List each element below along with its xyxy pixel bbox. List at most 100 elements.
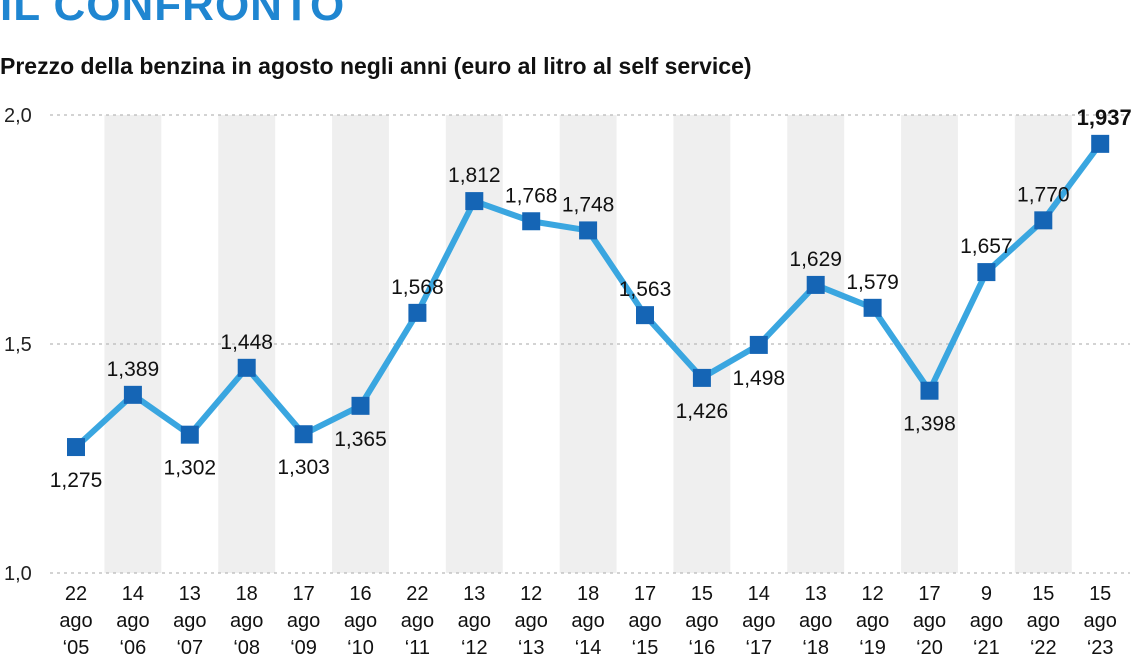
data-label: 1,563 [619, 278, 672, 301]
data-label: 1,568 [391, 276, 444, 299]
data-point-marker [351, 396, 370, 415]
data-label: 1,275 [50, 469, 103, 492]
data-point-marker [294, 425, 313, 444]
x-label-year: ‘14 [575, 637, 602, 659]
x-label-year: ‘19 [859, 637, 886, 659]
x-label-year: ‘22 [1030, 637, 1057, 659]
x-label-month: ago [913, 610, 946, 632]
x-label-year: ‘16 [689, 637, 716, 659]
data-point-marker [465, 192, 484, 211]
x-label-day: 16 [349, 583, 371, 605]
x-label-year: ‘13 [518, 637, 545, 659]
data-point-marker [579, 221, 598, 240]
x-label-day: 9 [981, 583, 992, 605]
data-label: 1,770 [1017, 183, 1070, 206]
x-label-month: ago [401, 610, 434, 632]
data-label: 1,448 [220, 331, 273, 354]
x-label-day: 12 [520, 583, 542, 605]
x-label-year: ‘09 [290, 637, 317, 659]
data-label: 1,398 [903, 413, 956, 436]
x-label-month: ago [628, 610, 661, 632]
x-label-day: 12 [861, 583, 883, 605]
x-label-day: 17 [292, 583, 314, 605]
x-label-year: ‘20 [916, 637, 943, 659]
data-point-marker [977, 263, 996, 282]
x-label-month: ago [571, 610, 604, 632]
data-point-marker [408, 303, 427, 322]
data-label: 1,498 [733, 367, 786, 390]
x-label-month: ago [230, 610, 263, 632]
x-label-year: ‘23 [1087, 637, 1114, 659]
y-axis-ticks: 1,0 1,5 2,0 [4, 105, 32, 585]
gridlines [50, 114, 1130, 574]
x-label-year: ‘10 [347, 637, 374, 659]
x-label-year: ‘15 [632, 637, 659, 659]
x-label-month: ago [970, 610, 1003, 632]
x-label-month: ago [742, 610, 775, 632]
x-label-month: ago [856, 610, 889, 632]
x-label-day: 14 [748, 583, 770, 605]
x-label-day: 17 [634, 583, 656, 605]
data-label: 1,389 [107, 358, 160, 381]
data-label: 1,657 [960, 235, 1013, 258]
x-label-year: ‘11 [405, 637, 430, 659]
x-label-month: ago [458, 610, 491, 632]
data-label: 1,768 [505, 184, 558, 207]
y-tick-label: 2,0 [4, 105, 32, 127]
data-label: 1,426 [676, 400, 729, 423]
data-point-marker [123, 385, 142, 404]
x-label-day: 13 [179, 583, 201, 605]
x-label-day: 15 [1089, 583, 1111, 605]
x-label-year: ‘08 [233, 637, 260, 659]
data-point-marker [806, 275, 825, 294]
y-tick-label: 1,5 [4, 334, 32, 356]
x-label-day: 18 [577, 583, 599, 605]
x-label-day: 15 [691, 583, 713, 605]
y-tick-label: 1,0 [4, 563, 32, 585]
x-label-day: 22 [406, 583, 428, 605]
x-label-month: ago [799, 610, 832, 632]
data-label: 1,748 [562, 193, 615, 216]
x-label-month: ago [1084, 610, 1117, 632]
data-point-marker [749, 335, 768, 354]
x-label-year: ‘18 [802, 637, 829, 659]
x-label-day: 14 [122, 583, 144, 605]
x-label-day: 13 [805, 583, 827, 605]
x-label-day: 15 [1032, 583, 1054, 605]
data-point-marker [920, 381, 939, 400]
x-label-year: ‘17 [745, 637, 772, 659]
data-point-marker [863, 298, 882, 317]
data-label: 1,937 [1077, 105, 1132, 130]
x-label-month: ago [59, 610, 92, 632]
x-label-year: ‘06 [120, 637, 147, 659]
x-label-day: 13 [463, 583, 485, 605]
x-label-day: 18 [236, 583, 258, 605]
data-point-marker [522, 212, 541, 231]
x-label-month: ago [515, 610, 548, 632]
x-axis-labels: 22 ago ‘05 14 ago ‘06 13 ago ‘07 18 ago ‘08 17 ago ‘09… [59, 583, 1117, 659]
x-label-month: ago [685, 610, 718, 632]
data-label: 1,303 [277, 456, 330, 479]
data-label: 1,302 [164, 457, 217, 480]
data-label: 1,579 [846, 271, 899, 294]
column-band [104, 115, 162, 573]
x-label-month: ago [1027, 610, 1060, 632]
data-point-marker [692, 368, 711, 387]
x-label-day: 22 [65, 583, 87, 605]
data-label: 1,365 [334, 428, 387, 451]
x-label-day: 17 [918, 583, 940, 605]
data-point-marker [180, 425, 199, 444]
x-label-year: ‘07 [176, 637, 203, 659]
x-label-month: ago [287, 610, 320, 632]
data-point-marker [67, 438, 85, 457]
x-label-month: ago [173, 610, 206, 632]
data-label: 1,812 [448, 164, 501, 187]
data-label: 1,629 [789, 248, 842, 271]
x-label-year: ‘21 [973, 637, 1000, 659]
data-point-marker [1034, 211, 1053, 230]
chart-subtitle: Prezzo della benzina in agosto negli ann… [0, 53, 752, 79]
x-label-month: ago [116, 610, 149, 632]
x-label-year: ‘12 [461, 637, 488, 659]
